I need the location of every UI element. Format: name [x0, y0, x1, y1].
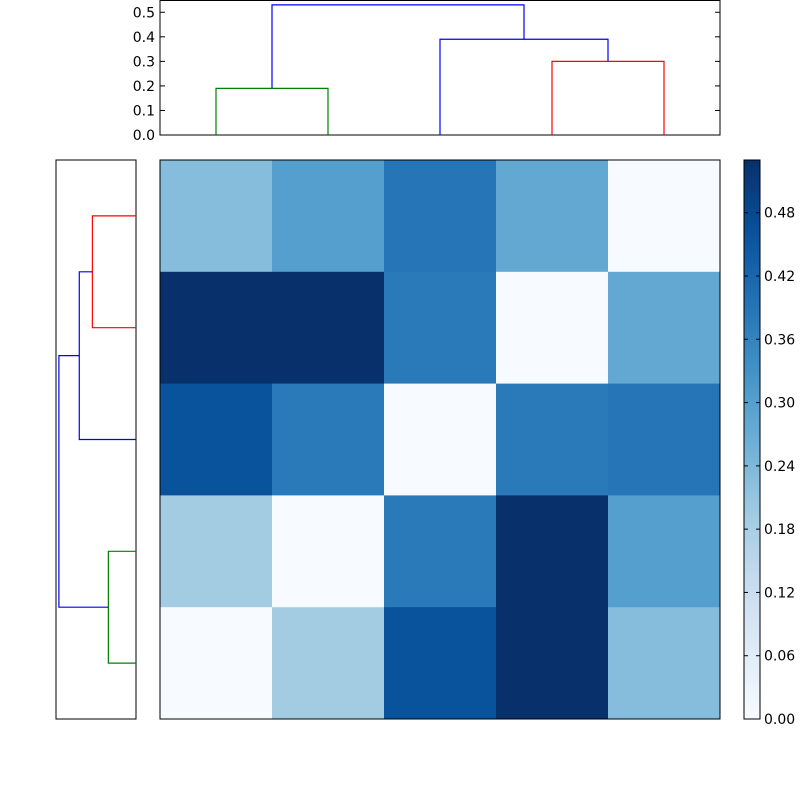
top-ytick-label: 0.1 [133, 103, 155, 119]
heatmap-cell [384, 271, 497, 385]
top-ytick-label: 0.2 [133, 79, 155, 95]
heatmap-cell [608, 160, 721, 273]
heatmap-frame [159, 159, 721, 720]
heatmap-cell [384, 495, 497, 608]
heatmap-cell [608, 607, 721, 720]
heatmap-cell [496, 607, 609, 720]
heatmap-group [160, 160, 721, 720]
left-dendrogram-group [55, 159, 137, 720]
colorbar-tick-label: 0.30 [764, 396, 795, 412]
heatmap-cell [272, 607, 385, 720]
colorbar-tick-label: 0.42 [764, 269, 795, 285]
colorbar [743, 159, 761, 720]
heatmap-cell [160, 495, 273, 608]
left-dendrogram-link [58, 355, 109, 608]
left-dendrogram-link [91, 215, 136, 329]
colorbar-tick-label: 0.12 [764, 585, 795, 601]
heatmap-cell [160, 607, 273, 720]
colorbar-tick-label: 0.48 [764, 206, 795, 222]
heatmap-cell [608, 271, 721, 385]
heatmap-cell [272, 495, 385, 608]
colorbar-tick-label: 0.06 [764, 649, 795, 665]
colorbar-tick-label: 0.36 [764, 332, 795, 348]
top-ytick-label: 0.3 [133, 54, 155, 70]
heatmap-cell [384, 160, 497, 273]
heatmap-cell [496, 271, 609, 385]
top-dendrogram-link [439, 38, 609, 135]
heatmap-cell [496, 160, 609, 273]
heatmap-cell [384, 607, 497, 720]
top-ytick-label: 0.0 [133, 128, 155, 144]
heatmap-cell [608, 495, 721, 608]
heatmap-cell [160, 383, 273, 496]
top-ytick-label: 0.5 [133, 5, 155, 21]
top-dendrogram-link [551, 60, 665, 135]
colorbar-group: 0.00 0.06 0.12 0.18 0.24 0.30 0.36 0.42 0.48 [743, 159, 795, 728]
heatmap-cell [160, 160, 273, 273]
heatmap-cell [496, 495, 609, 608]
left-dendrogram-link [107, 550, 136, 664]
top-dendrogram-group: 0.0 0.1 0.2 0.3 0.4 0.5 [133, 0, 721, 144]
top-dendrogram-link [271, 4, 525, 89]
heatmap-cell [608, 383, 721, 496]
colorbar-tick-label: 0.00 [764, 712, 795, 728]
heatmap-cell [272, 160, 385, 273]
left-dendrogram-link [78, 271, 136, 441]
heatmap-cell [160, 271, 273, 385]
heatmap-cell [272, 383, 385, 496]
heatmap-cell [496, 383, 609, 496]
colorbar-tick-label: 0.24 [764, 459, 795, 475]
top-dendrogram-link [215, 87, 329, 135]
heatmap-cell [272, 271, 385, 385]
top-ytick-label: 0.4 [133, 30, 155, 46]
heatmap-cell [384, 383, 497, 496]
colorbar-tick-label: 0.18 [764, 522, 795, 538]
